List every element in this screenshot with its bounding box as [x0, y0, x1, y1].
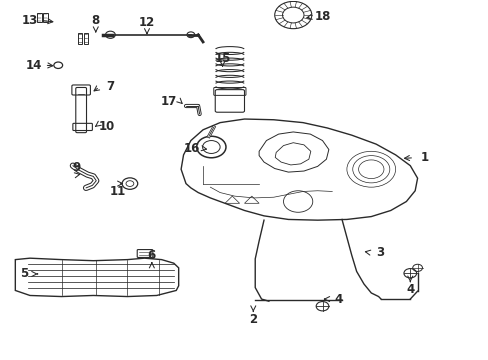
Text: 13: 13 — [22, 14, 38, 27]
Text: 14: 14 — [25, 59, 42, 72]
Text: 18: 18 — [314, 10, 330, 23]
Text: 7: 7 — [106, 80, 114, 93]
Text: 12: 12 — [139, 16, 155, 29]
Text: 9: 9 — [72, 161, 80, 174]
Text: 2: 2 — [249, 312, 257, 326]
Text: 10: 10 — [98, 120, 114, 133]
Text: 16: 16 — [183, 142, 200, 155]
Text: 4: 4 — [406, 283, 413, 296]
Text: 5: 5 — [20, 267, 28, 280]
Text: 8: 8 — [91, 14, 100, 27]
Text: 17: 17 — [161, 95, 177, 108]
Text: 6: 6 — [147, 249, 156, 262]
Text: 3: 3 — [375, 246, 384, 259]
Text: 11: 11 — [109, 185, 125, 198]
Text: 1: 1 — [420, 151, 428, 164]
Text: 15: 15 — [214, 51, 230, 64]
Text: 4: 4 — [333, 293, 342, 306]
